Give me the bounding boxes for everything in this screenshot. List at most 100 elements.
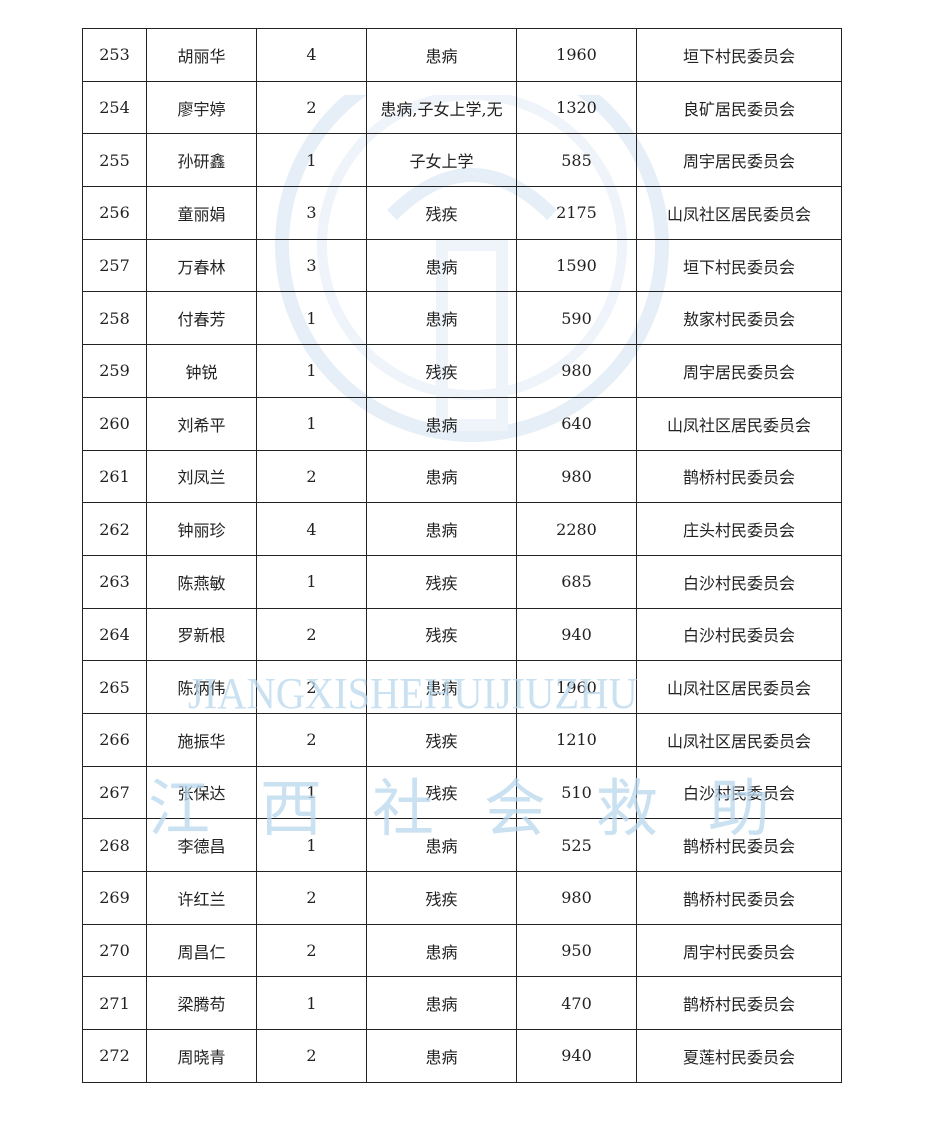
reason-cell: 患病 — [366, 923, 517, 978]
household-size-cell: 1 — [256, 344, 367, 398]
name-cell: 廖宇婷 — [146, 80, 257, 135]
household-size-cell: 2 — [256, 712, 367, 767]
assistance-table: 253 胡丽华 4 患病 1960 垣下村民委员会 254 廖宇婷 2 患病,子女上学,无 1320… — [82, 28, 842, 1083]
name-cell: 周晓青 — [146, 1029, 257, 1083]
name-cell: 钟锐 — [146, 344, 257, 398]
table-row: 258 付春芳 1 患病 590 敖家村民委员会 — [82, 291, 842, 346]
household-size-cell: 1 — [256, 133, 367, 188]
reason-cell: 患病 — [366, 818, 517, 872]
name-cell: 张保达 — [146, 765, 257, 820]
name-cell: 许红兰 — [146, 871, 257, 925]
table-row: 260 刘希平 1 患病 640 山凤社区居民委员会 — [82, 396, 842, 451]
amount-cell: 685 — [516, 554, 637, 609]
reason-cell: 患病 — [366, 660, 517, 714]
reason-cell: 残疾 — [366, 554, 517, 609]
amount-cell: 510 — [516, 765, 637, 820]
committee-cell: 山凤社区居民委员会 — [636, 186, 842, 240]
reason-cell: 患病,子女上学,无 — [366, 80, 517, 135]
table-row: 269 许红兰 2 残疾 980 鹊桥村民委员会 — [82, 871, 842, 925]
row-number-cell: 256 — [82, 186, 147, 240]
row-number-cell: 258 — [82, 291, 147, 346]
name-cell: 陈炳伟 — [146, 660, 257, 714]
amount-cell: 640 — [516, 396, 637, 451]
household-size-cell: 1 — [256, 396, 367, 451]
row-number-cell: 260 — [82, 396, 147, 451]
row-number-cell: 268 — [82, 818, 147, 872]
committee-cell: 垣下村民委员会 — [636, 238, 842, 293]
committee-cell: 白沙村民委员会 — [636, 554, 842, 609]
table-row: 270 周昌仁 2 患病 950 周宇村民委员会 — [82, 923, 842, 978]
committee-cell: 鹊桥村民委员会 — [636, 818, 842, 872]
reason-cell: 残疾 — [366, 186, 517, 240]
name-cell: 胡丽华 — [146, 28, 257, 82]
amount-cell: 525 — [516, 818, 637, 872]
table-row: 264 罗新根 2 残疾 940 白沙村民委员会 — [82, 607, 842, 662]
committee-cell: 庄头村民委员会 — [636, 502, 842, 556]
name-cell: 钟丽珍 — [146, 502, 257, 556]
row-number-cell: 272 — [82, 1029, 147, 1083]
household-size-cell: 2 — [256, 80, 367, 135]
committee-cell: 鹊桥村民委员会 — [636, 449, 842, 504]
amount-cell: 950 — [516, 923, 637, 978]
name-cell: 罗新根 — [146, 607, 257, 662]
amount-cell: 470 — [516, 976, 637, 1031]
committee-cell: 周宇村民委员会 — [636, 923, 842, 978]
reason-cell: 患病 — [366, 1029, 517, 1083]
name-cell: 刘凤兰 — [146, 449, 257, 504]
committee-cell: 山凤社区居民委员会 — [636, 660, 842, 714]
amount-cell: 940 — [516, 1029, 637, 1083]
table-row: 267 张保达 1 残疾 510 白沙村民委员会 — [82, 765, 842, 820]
amount-cell: 590 — [516, 291, 637, 346]
household-size-cell: 1 — [256, 554, 367, 609]
row-number-cell: 262 — [82, 502, 147, 556]
name-cell: 梁腾苟 — [146, 976, 257, 1031]
table-row: 272 周晓青 2 患病 940 夏莲村民委员会 — [82, 1029, 842, 1083]
row-number-cell: 255 — [82, 133, 147, 188]
row-number-cell: 264 — [82, 607, 147, 662]
amount-cell: 1590 — [516, 238, 637, 293]
reason-cell: 患病 — [366, 449, 517, 504]
reason-cell: 患病 — [366, 396, 517, 451]
committee-cell: 敖家村民委员会 — [636, 291, 842, 346]
table-row: 257 万春林 3 患病 1590 垣下村民委员会 — [82, 238, 842, 293]
amount-cell: 980 — [516, 344, 637, 398]
household-size-cell: 2 — [256, 1029, 367, 1083]
row-number-cell: 263 — [82, 554, 147, 609]
household-size-cell: 1 — [256, 765, 367, 820]
name-cell: 陈燕敏 — [146, 554, 257, 609]
table-row: 265 陈炳伟 2 患病 1960 山凤社区居民委员会 — [82, 660, 842, 714]
table-row: 259 钟锐 1 残疾 980 周宇居民委员会 — [82, 344, 842, 398]
household-size-cell: 4 — [256, 28, 367, 82]
table-row: 263 陈燕敏 1 残疾 685 白沙村民委员会 — [82, 554, 842, 609]
name-cell: 孙研鑫 — [146, 133, 257, 188]
reason-cell: 残疾 — [366, 765, 517, 820]
committee-cell: 周宇居民委员会 — [636, 133, 842, 188]
table-row: 256 童丽娟 3 残疾 2175 山凤社区居民委员会 — [82, 186, 842, 240]
table-row: 266 施振华 2 残疾 1210 山凤社区居民委员会 — [82, 712, 842, 767]
row-number-cell: 257 — [82, 238, 147, 293]
table-row: 261 刘凤兰 2 患病 980 鹊桥村民委员会 — [82, 449, 842, 504]
committee-cell: 山凤社区居民委员会 — [636, 712, 842, 767]
household-size-cell: 1 — [256, 976, 367, 1031]
row-number-cell: 269 — [82, 871, 147, 925]
household-size-cell: 1 — [256, 291, 367, 346]
amount-cell: 2280 — [516, 502, 637, 556]
household-size-cell: 3 — [256, 186, 367, 240]
household-size-cell: 2 — [256, 660, 367, 714]
household-size-cell: 2 — [256, 607, 367, 662]
row-number-cell: 270 — [82, 923, 147, 978]
committee-cell: 良矿居民委员会 — [636, 80, 842, 135]
amount-cell: 1960 — [516, 28, 637, 82]
reason-cell: 患病 — [366, 28, 517, 82]
reason-cell: 残疾 — [366, 712, 517, 767]
household-size-cell: 2 — [256, 449, 367, 504]
amount-cell: 2175 — [516, 186, 637, 240]
amount-cell: 980 — [516, 449, 637, 504]
reason-cell: 患病 — [366, 502, 517, 556]
row-number-cell: 259 — [82, 344, 147, 398]
name-cell: 童丽娟 — [146, 186, 257, 240]
name-cell: 万春林 — [146, 238, 257, 293]
household-size-cell: 1 — [256, 818, 367, 872]
committee-cell: 白沙村民委员会 — [636, 765, 842, 820]
row-number-cell: 265 — [82, 660, 147, 714]
